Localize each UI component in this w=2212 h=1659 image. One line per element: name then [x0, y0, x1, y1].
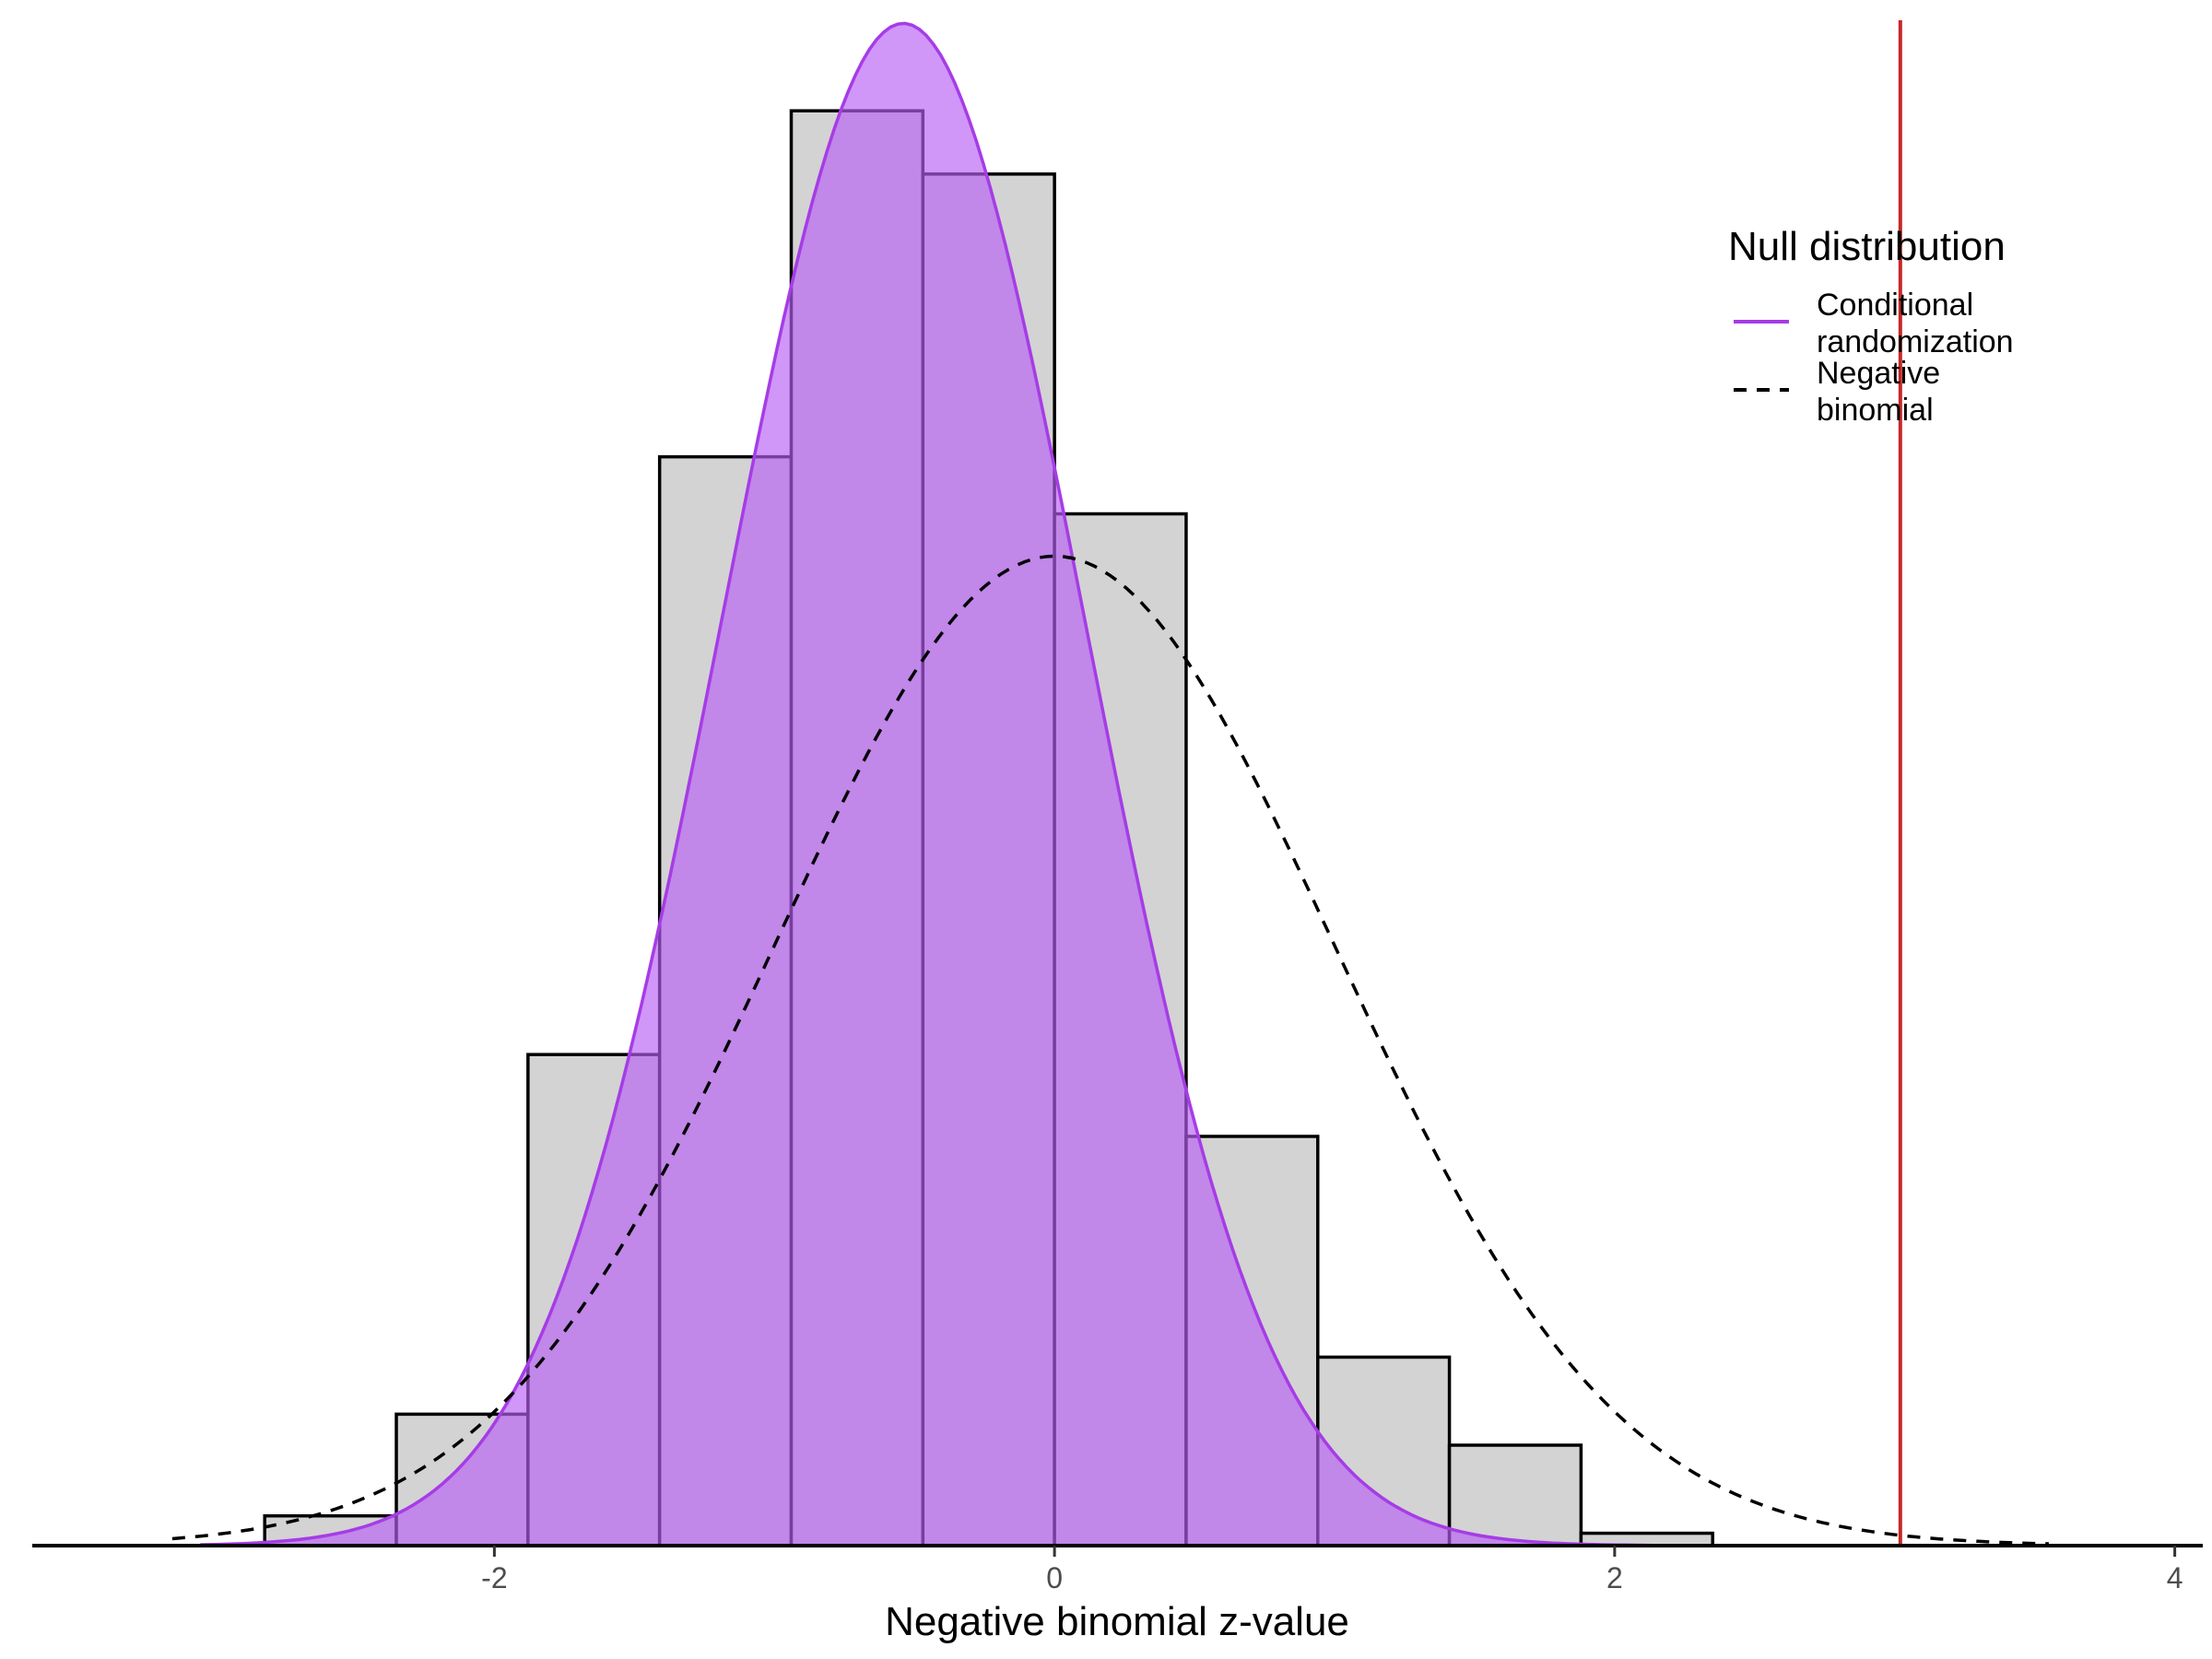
nb-density-layer	[171, 554, 2049, 1546]
legend: Null distribution Conditional randomizat…	[1728, 224, 2014, 428]
x-axis: -2 0 2 4	[32, 1544, 2203, 1594]
histogram-bar	[1447, 1443, 1583, 1547]
crt-density-area	[200, 23, 1909, 1546]
legend-label-negative-binomial: Negative binomial	[1817, 356, 1949, 428]
legend-label-conditional-randomization: Conditional randomization	[1817, 288, 2014, 359]
x-tick-label: 4	[2167, 1561, 2183, 1594]
nb-density-line	[171, 554, 2049, 1546]
x-tick-label: -2	[481, 1561, 507, 1594]
x-tick-label: 0	[1046, 1561, 1063, 1594]
legend-title: Null distribution	[1728, 224, 2006, 269]
x-tick-label: 2	[1606, 1561, 1623, 1594]
x-axis-title: Negative binomial z-value	[885, 1599, 1349, 1644]
